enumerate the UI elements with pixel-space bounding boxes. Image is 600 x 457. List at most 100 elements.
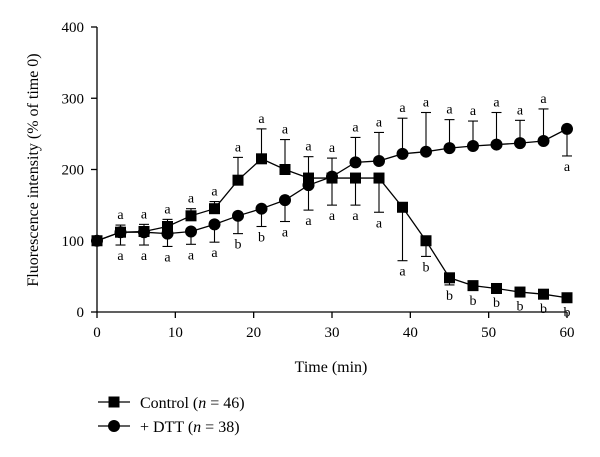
axes: 0 10 20 30 40 50 60 0 100 200 300 400 [62,20,575,341]
data-point-control [373,172,385,184]
significance-label-control: a [282,123,289,138]
legend-item-control: Control (n = 46) [98,395,245,412]
data-point-dtt [302,179,315,192]
significance-label-control: a [376,216,383,231]
y-axis-title: Fluorescence intensity (% of time 0) [25,53,42,286]
significance-label-dtt: a [117,249,124,264]
significance-label-control: b [470,294,477,309]
data-point-dtt [443,142,456,155]
data-point-control [514,286,526,298]
significance-label-dtt: a [141,249,148,264]
legend-label-control-n: n [198,395,206,412]
significance-label-dtt: b [235,238,242,253]
significance-label-dtt: a [517,103,524,118]
significance-label-dtt: a [305,214,312,229]
significance-label-dtt: a [423,96,430,111]
significance-label-control: b [446,289,453,304]
significance-label-dtt: a [493,96,500,111]
y-tick-label: 300 [62,91,85,107]
data-point-control [491,282,502,294]
significance-label-control: a [164,202,171,217]
x-axis-title: Time (min) [295,359,368,376]
significance-labels: a a a a a a a a a a a a a b b b b b b b a a a a a b b a a a a a a a a a a a a a [117,92,571,320]
significance-label-dtt: a [164,250,171,265]
data-point-dtt [208,218,221,231]
significance-label-dtt: a [540,92,547,107]
x-tick-label: 10 [168,325,183,341]
data-point-dtt [373,154,385,167]
significance-label-control: a [352,209,359,224]
significance-label-dtt: a [352,120,359,135]
data-point-dtt [255,202,268,215]
legend-label-dtt-prefix: + DTT ( [140,419,193,436]
y-tick-label: 200 [62,163,85,179]
significance-label-control: a [305,140,312,155]
data-point-dtt [185,225,197,238]
y-tick-label: 400 [62,20,85,36]
y-tick-label: 0 [77,305,85,321]
x-tick-label: 40 [403,325,418,341]
significance-label-control: b [423,260,430,275]
data-point-dtt [467,139,479,152]
legend-label-control-suffix: = 46) [206,395,244,412]
data-point-control [232,174,244,186]
data-point-dtt [91,234,103,247]
data-point-control [303,172,314,184]
x-tick-label: 50 [481,325,496,341]
legend-label-dtt: + DTT (n = 38) [140,419,240,436]
significance-label-control: b [540,302,547,317]
x-tick-label: 30 [325,325,340,341]
data-point-control [467,280,479,292]
data-point-control [209,203,220,215]
significance-label-control: a [117,208,124,223]
data-point-control [185,210,197,222]
series-group [91,122,573,304]
legend-label-dtt-n: n [193,419,201,436]
legend: Control (n = 46) + DTT (n = 38) [98,395,245,436]
data-point-dtt [349,156,362,169]
data-point-control [538,288,549,300]
significance-label-control: b [517,300,524,315]
data-point-control [420,235,432,247]
legend-item-dtt: + DTT (n = 38) [98,419,240,436]
significance-label-control: a [258,112,265,127]
data-point-dtt [561,122,573,135]
significance-label-dtt: a [399,101,406,116]
significance-label-dtt: a [282,226,289,241]
data-point-dtt [138,226,150,239]
error-bars [115,108,572,302]
legend-marker-control [108,396,120,408]
significance-label-control: b [564,305,571,320]
data-point-dtt [420,145,432,158]
significance-label-dtt: a [446,103,453,118]
data-point-control [397,201,408,213]
data-point-dtt [279,194,291,207]
legend-label-dtt-suffix: = 38) [201,419,239,436]
significance-label-control: a [211,185,218,200]
data-point-control [350,172,361,184]
significance-label-control: b [493,296,500,311]
significance-label-dtt: b [258,231,265,246]
y-tick-label: 100 [62,234,85,250]
significance-label-control: a [329,141,336,156]
x-tick-label: 0 [93,325,101,341]
legend-marker-dtt [108,420,120,432]
data-point-control [561,292,573,304]
x-tick-label: 20 [246,325,261,341]
data-point-dtt [396,147,409,160]
significance-label-dtt: a [329,209,336,224]
significance-label-control: a [399,265,406,280]
data-point-dtt [114,226,127,239]
significance-label-dtt: a [376,115,383,130]
data-point-control [444,272,455,284]
data-point-dtt [232,209,244,222]
data-point-dtt [490,138,503,151]
significance-label-dtt: a [470,104,477,119]
significance-label-control: a [141,207,148,222]
significance-label-dtt: a [564,160,571,175]
data-point-dtt [161,227,174,240]
data-point-dtt [326,170,338,183]
data-point-control [162,221,173,232]
data-point-control [279,164,291,175]
legend-label-control: Control (n = 46) [140,395,245,412]
